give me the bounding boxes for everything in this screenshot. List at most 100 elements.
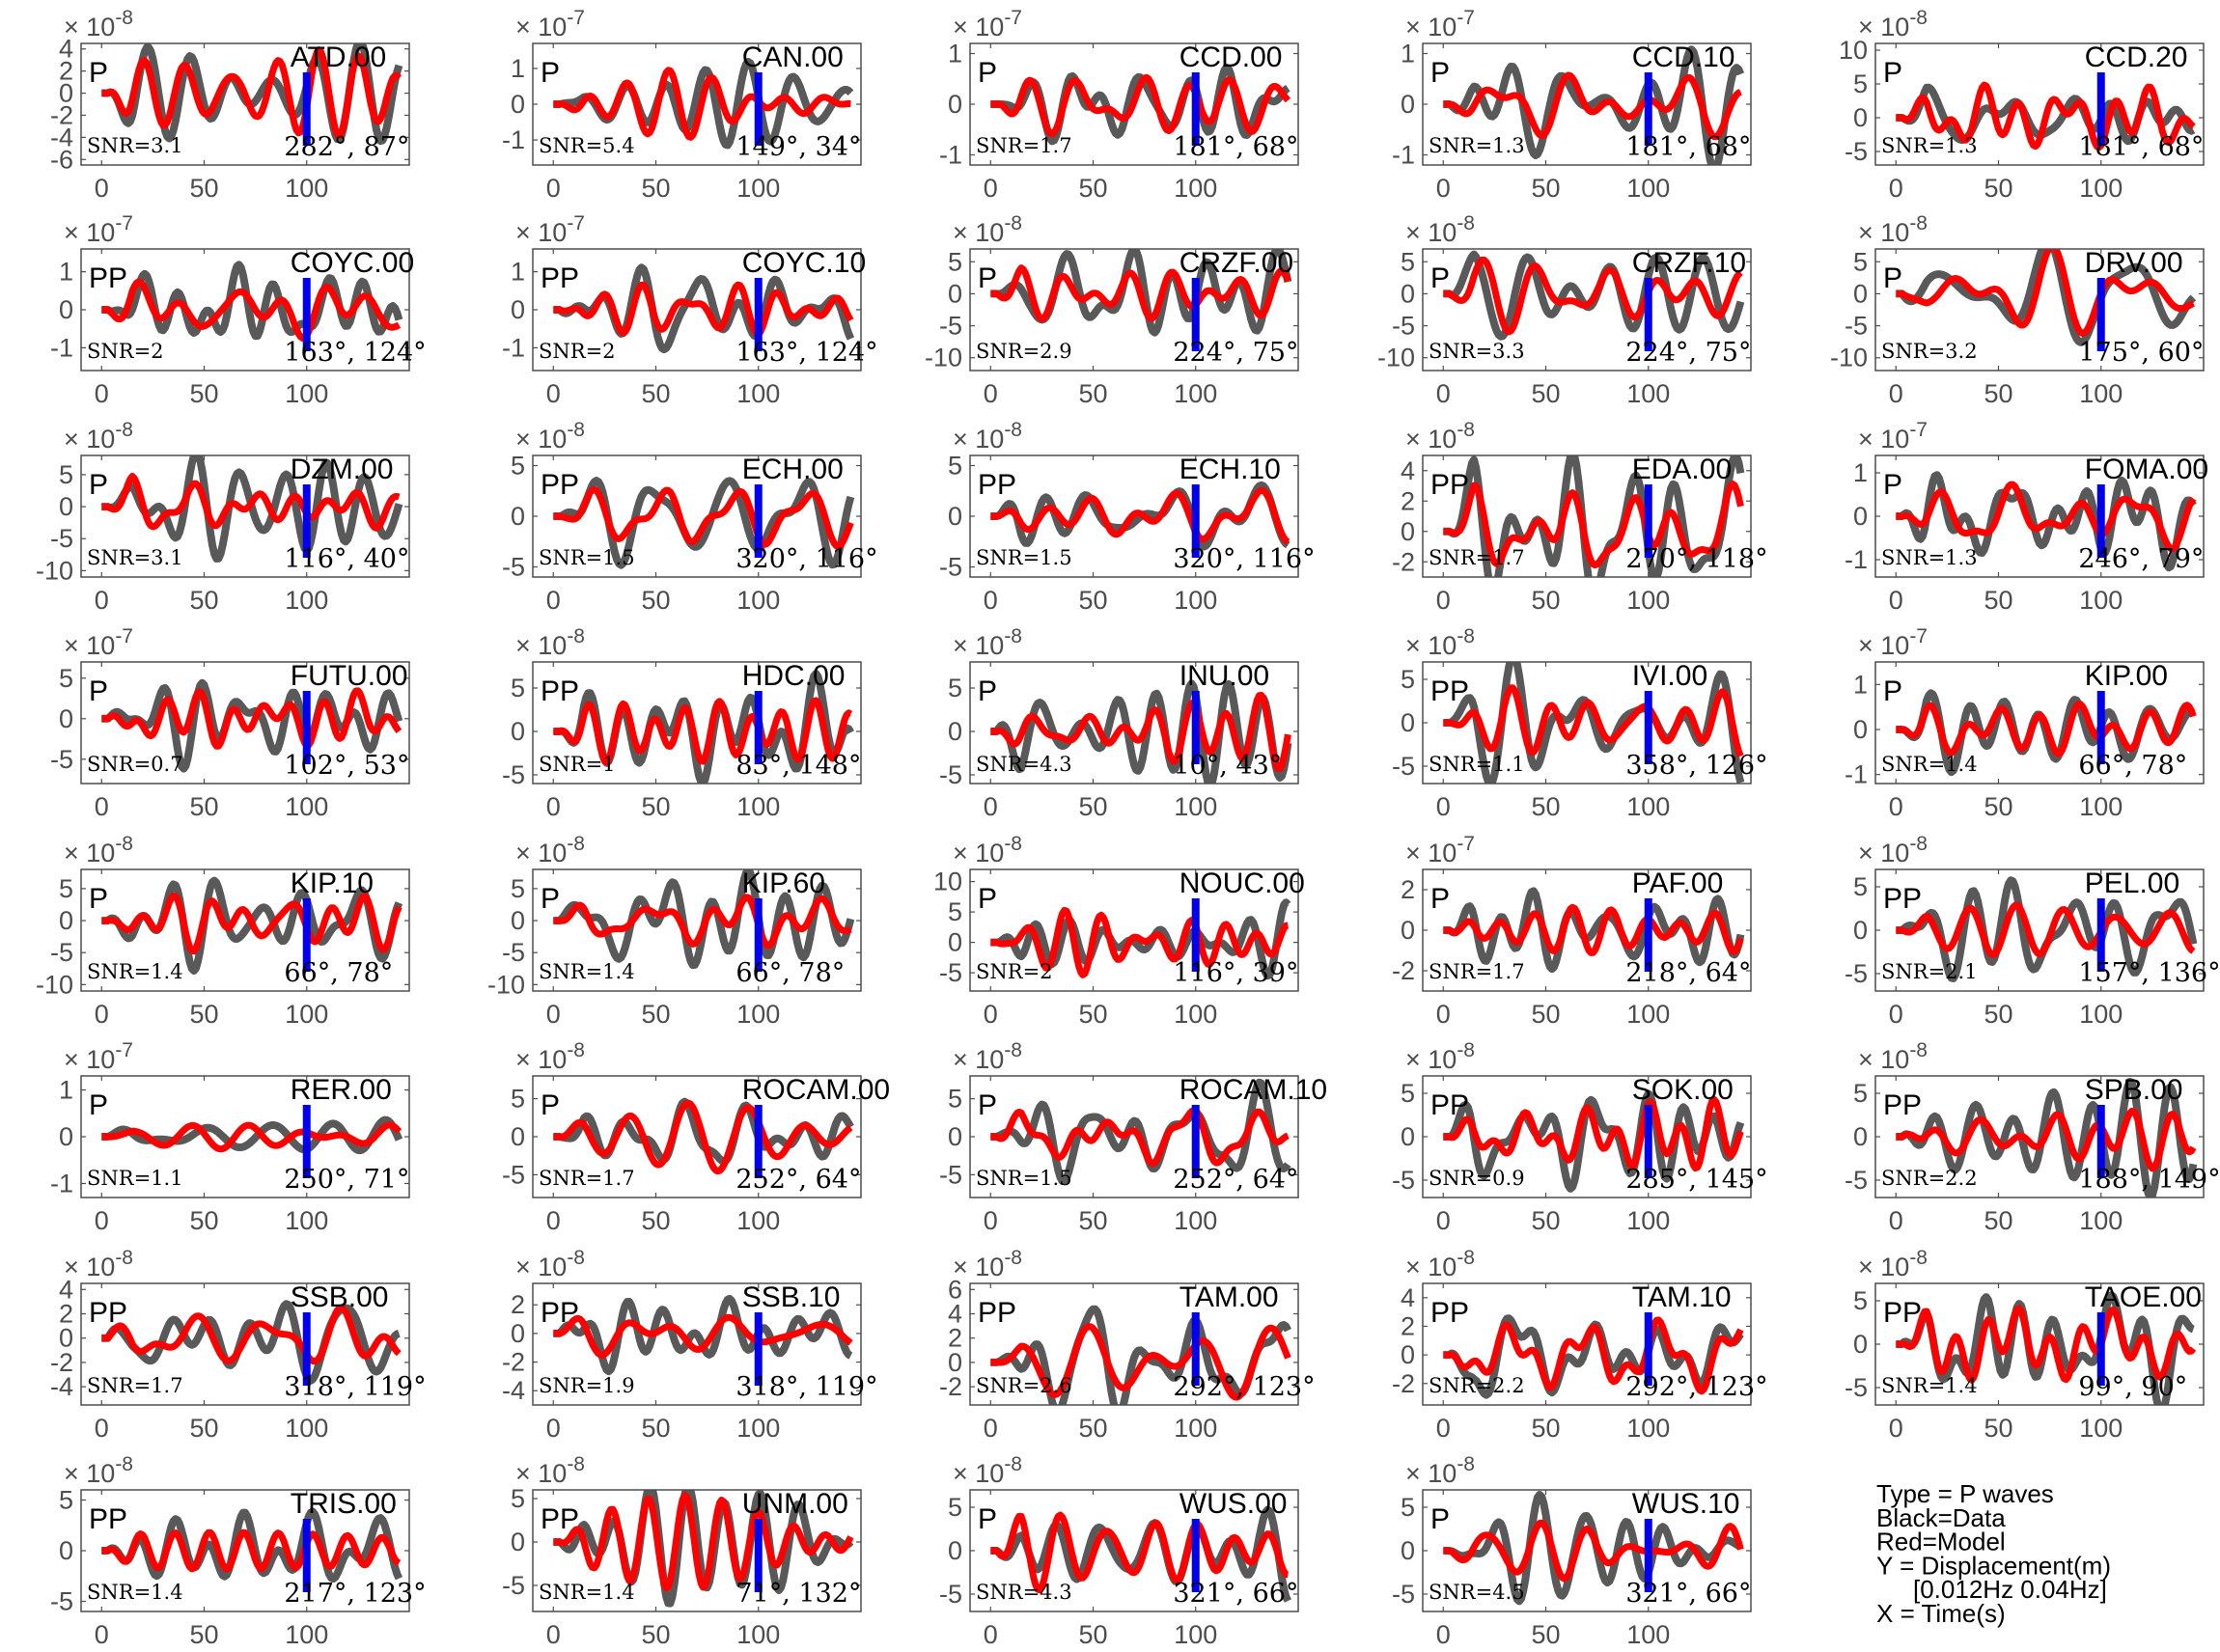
wave-type-label: P — [89, 469, 108, 501]
y-tick-label: 5 — [948, 674, 962, 702]
waveforms — [1441, 250, 1745, 341]
y-exponent: -7 — [1004, 7, 1022, 29]
azimuth-angle-label: 163°, 124° — [735, 338, 877, 368]
model-trace — [551, 67, 852, 141]
y-tick-label: -2 — [1392, 956, 1415, 985]
y-tick-label: 0 — [1401, 1122, 1415, 1151]
wave-type-label: P — [89, 1089, 108, 1121]
snr-label: SNR=1.3 — [1429, 134, 1525, 157]
y-tick-label: -5 — [50, 1587, 73, 1616]
model-trace — [1894, 1108, 2197, 1172]
legend-line: X = Time(s) — [1876, 1599, 2006, 1628]
wave-type-label: P — [1883, 469, 1902, 501]
y-tick-label: 5 — [948, 897, 962, 926]
waveforms — [988, 679, 1292, 784]
x-tick-label: 50 — [641, 586, 670, 615]
y-exponent-label: × 10-7 — [515, 7, 585, 41]
azimuth-angle-label: 321°, 66° — [1173, 1579, 1298, 1609]
y-tick-label: 0 — [1853, 1122, 1868, 1151]
snr-label: SNR=4.5 — [1429, 1581, 1525, 1604]
model-trace — [99, 1304, 402, 1365]
y-tick-label: 0 — [1853, 103, 1868, 132]
axes-box — [1422, 1282, 1752, 1406]
model-trace — [551, 1099, 853, 1175]
y-exponent-label: × 10-8 — [64, 7, 133, 41]
azimuth-angle-label: 181°, 68° — [2078, 132, 2204, 162]
y-exponent: -8 — [1004, 1247, 1022, 1269]
station-label: RER.00 — [291, 1074, 392, 1106]
waveforms — [988, 1505, 1291, 1603]
y-tick-label: 5 — [511, 1085, 525, 1114]
snr-label: SNR=1.3 — [1881, 134, 1978, 157]
x-tick-label: 0 — [984, 174, 998, 203]
axes-box — [80, 1282, 410, 1406]
axes-box — [1422, 248, 1752, 372]
waveforms — [1441, 1089, 1745, 1193]
y-tick-label: 2 — [1401, 486, 1415, 515]
y-exponent-label: × 10-8 — [1405, 1247, 1475, 1281]
station-label: COYC.00 — [291, 247, 414, 279]
wave-type-label: P — [978, 1503, 997, 1535]
y-exponent: -8 — [1909, 7, 1928, 29]
x-tick-label: 0 — [95, 1620, 109, 1649]
x-tick-label: 100 — [2079, 1414, 2123, 1443]
y-exponent: -8 — [567, 625, 585, 647]
x-tick-label: 0 — [1436, 586, 1451, 615]
x-tick-label: 0 — [984, 586, 998, 615]
station-label: ROCAM.10 — [1179, 1074, 1327, 1106]
waveforms — [99, 1115, 403, 1155]
station-label: TRIS.00 — [291, 1488, 397, 1520]
panel-can-00: 0 50 100 1 0 -1 × 10-7 P CAN.00 SNR=5.4 149°, 34° — [502, 7, 862, 203]
y-exponent: -8 — [1909, 1247, 1928, 1269]
x-tick-label: 100 — [285, 174, 328, 203]
waveforms — [988, 898, 1291, 980]
y-tick-label: 5 — [59, 874, 73, 903]
y-exponent: -8 — [1457, 419, 1475, 441]
y-tick-label: 0 — [948, 90, 962, 119]
x-tick-label: 50 — [1078, 1414, 1107, 1443]
snr-label: SNR=2.9 — [976, 340, 1072, 363]
station-label: KIP.60 — [742, 867, 825, 899]
waveforms — [1894, 1078, 2198, 1198]
snr-label: SNR=1.7 — [87, 1374, 183, 1397]
y-tick-label: -5 — [1392, 1580, 1415, 1609]
y-exponent-label: × 10-8 — [953, 625, 1022, 660]
y-tick-label: 0 — [511, 906, 525, 935]
x-tick-label: 0 — [984, 792, 998, 821]
y-tick-label: 0 — [948, 1536, 962, 1565]
y-tick-label: 0 — [1401, 708, 1415, 737]
y-tick-label: -5 — [939, 958, 962, 987]
y-tick-label: 5 — [948, 452, 962, 481]
y-tick-label: 5 — [948, 1085, 962, 1114]
waveforms — [551, 869, 855, 970]
model-trace — [99, 278, 402, 342]
snr-label: SNR=4.3 — [976, 753, 1072, 776]
x-tick-label: 100 — [736, 379, 780, 408]
x-tick-label: 50 — [641, 1206, 670, 1235]
y-tick-label: 2 — [59, 1300, 73, 1329]
x-tick-label: 100 — [1626, 1620, 1670, 1649]
panel-coyc-00: 0 50 100 1 0 -1 × 10-7 PP COYC.00 SNR=2 163°, 124° — [50, 212, 427, 408]
x-tick-label: 0 — [546, 1620, 561, 1649]
y-exponent-label: × 10-8 — [515, 625, 585, 660]
x-tick-label: 50 — [1984, 792, 2012, 821]
snr-label: SNR=2.1 — [1881, 960, 1978, 983]
azimuth-angle-label: 66°, 78° — [2078, 751, 2187, 781]
wave-type-label: PP — [89, 1297, 127, 1329]
model-trace — [988, 1511, 1290, 1594]
snr-label: SNR=1.7 — [976, 134, 1072, 157]
y-exponent: -8 — [1457, 1453, 1475, 1475]
model-trace — [1894, 901, 2196, 958]
x-tick-label: 100 — [736, 1000, 780, 1029]
data-trace — [1441, 45, 1745, 165]
wave-type-label: PP — [978, 469, 1016, 501]
x-tick-label: 0 — [1436, 379, 1451, 408]
model-trace — [99, 473, 401, 532]
y-tick-label: -10 — [36, 970, 73, 999]
wave-type-label: PP — [1430, 469, 1469, 501]
y-tick-label: 5 — [511, 1484, 525, 1513]
y-exponent-label: × 10-8 — [1858, 212, 1928, 247]
data-trace — [551, 477, 855, 569]
